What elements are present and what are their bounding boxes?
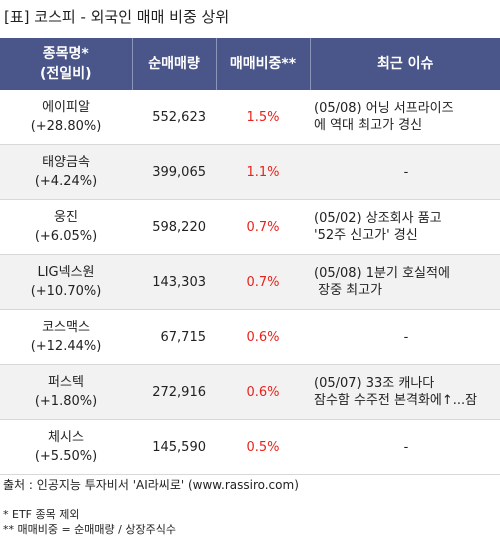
recent-issue-text: -: [403, 439, 409, 455]
stock-name: 퍼스텍: [48, 375, 84, 390]
trade-ratio-cell: 1.1%: [216, 144, 310, 200]
recent-issue-cell: (05/08) 1분기 호실적에 장중 최고가: [310, 254, 500, 310]
recent-issue-cell: -: [310, 419, 500, 475]
stock-change: (+10.70%): [30, 284, 102, 299]
net-volume-cell: 552,623: [132, 90, 216, 145]
foreign-trading-table: 종목명* (전일비) 순매매량 매매비중** 최근 이슈 에이피알 (+28.80…: [0, 38, 500, 475]
stock-change: (+1.80%): [34, 394, 98, 409]
recent-issue-text: -: [403, 329, 409, 345]
table-row: 체시스 (+5.50%) 145,590 0.5% -: [0, 419, 500, 475]
net-volume-cell: 67,715: [132, 309, 216, 365]
net-volume-cell: 598,220: [132, 199, 216, 255]
stock-change: (+28.80%): [30, 119, 102, 134]
ratio-definition-note: ** 매매비중 = 순매매량 / 상장주식수: [3, 523, 176, 536]
trade-ratio-cell: 0.6%: [216, 364, 310, 420]
net-volume-cell: 143,303: [132, 254, 216, 310]
header-issue: 최근 이슈: [310, 38, 500, 90]
recent-issue-cell: -: [310, 309, 500, 365]
stock-name-cell: 체시스 (+5.50%): [0, 419, 132, 475]
recent-issue-cell: (05/02) 상조회사 품고 '52주 신고가' 경신: [310, 199, 500, 255]
table-row: 퍼스텍 (+1.80%) 272,916 0.6% (05/07) 33조 캐나다 잠수…: [0, 364, 500, 420]
source-note: 출처 : 인공지능 투자비서 'AI라씨로' (www.rassiro.com): [3, 478, 299, 492]
recent-issue-cell: -: [310, 144, 500, 200]
trade-ratio-cell: 0.7%: [216, 254, 310, 310]
net-volume-cell: 145,590: [132, 419, 216, 475]
table-row: LIG넥스원 (+10.70%) 143,303 0.7% (05/08) 1분기 호실…: [0, 254, 500, 310]
trade-ratio-cell: 0.6%: [216, 309, 310, 365]
recent-issue-cell: (05/08) 어닝 서프라이즈 에 역대 최고가 경신: [310, 90, 500, 145]
stock-name: 웅진: [54, 210, 78, 225]
etf-note: * ETF 종목 제외: [3, 508, 80, 521]
stock-name-cell: LIG넥스원 (+10.70%): [0, 254, 132, 310]
stock-name: 체시스: [48, 430, 84, 445]
trade-ratio-cell: 0.7%: [216, 199, 310, 255]
stock-change: (+6.05%): [34, 229, 98, 244]
trade-ratio-cell: 0.5%: [216, 419, 310, 475]
header-name-line1: 종목명*: [42, 46, 89, 62]
header-name: 종목명* (전일비): [0, 38, 133, 90]
recent-issue-text: (05/08) 1분기 호실적에 장중 최고가: [314, 266, 450, 298]
stock-change: (+5.50%): [34, 449, 98, 464]
recent-issue-text: -: [403, 164, 409, 180]
stock-name: 코스맥스: [42, 320, 90, 335]
stock-name-cell: 에이피알 (+28.80%): [0, 90, 132, 145]
stock-name-cell: 웅진 (+6.05%): [0, 199, 132, 255]
net-volume-cell: 399,065: [132, 144, 216, 200]
table-header-row: 종목명* (전일비) 순매매량 매매비중** 최근 이슈: [0, 38, 500, 90]
stock-name-cell: 퍼스텍 (+1.80%): [0, 364, 132, 420]
stock-name: 에이피알: [42, 100, 90, 115]
table-row: 코스맥스 (+12.44%) 67,715 0.6% -: [0, 309, 500, 365]
header-volume: 순매매량: [132, 38, 217, 90]
recent-issue-text: (05/07) 33조 캐나다 잠수함 수주전 본격화에↑...잠: [314, 376, 478, 408]
trade-ratio-cell: 1.5%: [216, 90, 310, 145]
recent-issue-cell: (05/07) 33조 캐나다 잠수함 수주전 본격화에↑...잠: [310, 364, 500, 420]
table-row: 에이피알 (+28.80%) 552,623 1.5% (05/08) 어닝 서프라이즈…: [0, 90, 500, 145]
stock-name: 태양금속: [42, 155, 90, 170]
stock-name-cell: 코스맥스 (+12.44%): [0, 309, 132, 365]
stock-name-cell: 태양금속 (+4.24%): [0, 144, 132, 200]
stock-change: (+12.44%): [30, 339, 102, 354]
stock-change: (+4.24%): [34, 174, 98, 189]
recent-issue-text: (05/02) 상조회사 품고 '52주 신고가' 경신: [314, 211, 442, 243]
table-title: [표] 코스피 - 외국인 매매 비중 상위: [4, 8, 230, 26]
header-ratio: 매매비중**: [216, 38, 311, 90]
header-name-line2: (전일비): [40, 66, 92, 82]
table-row: 웅진 (+6.05%) 598,220 0.7% (05/02) 상조회사 품고 '52…: [0, 199, 500, 255]
recent-issue-text: (05/08) 어닝 서프라이즈 에 역대 최고가 경신: [314, 101, 454, 133]
stock-name: LIG넥스원: [37, 265, 95, 280]
table-row: 태양금속 (+4.24%) 399,065 1.1% -: [0, 144, 500, 200]
net-volume-cell: 272,916: [132, 364, 216, 420]
